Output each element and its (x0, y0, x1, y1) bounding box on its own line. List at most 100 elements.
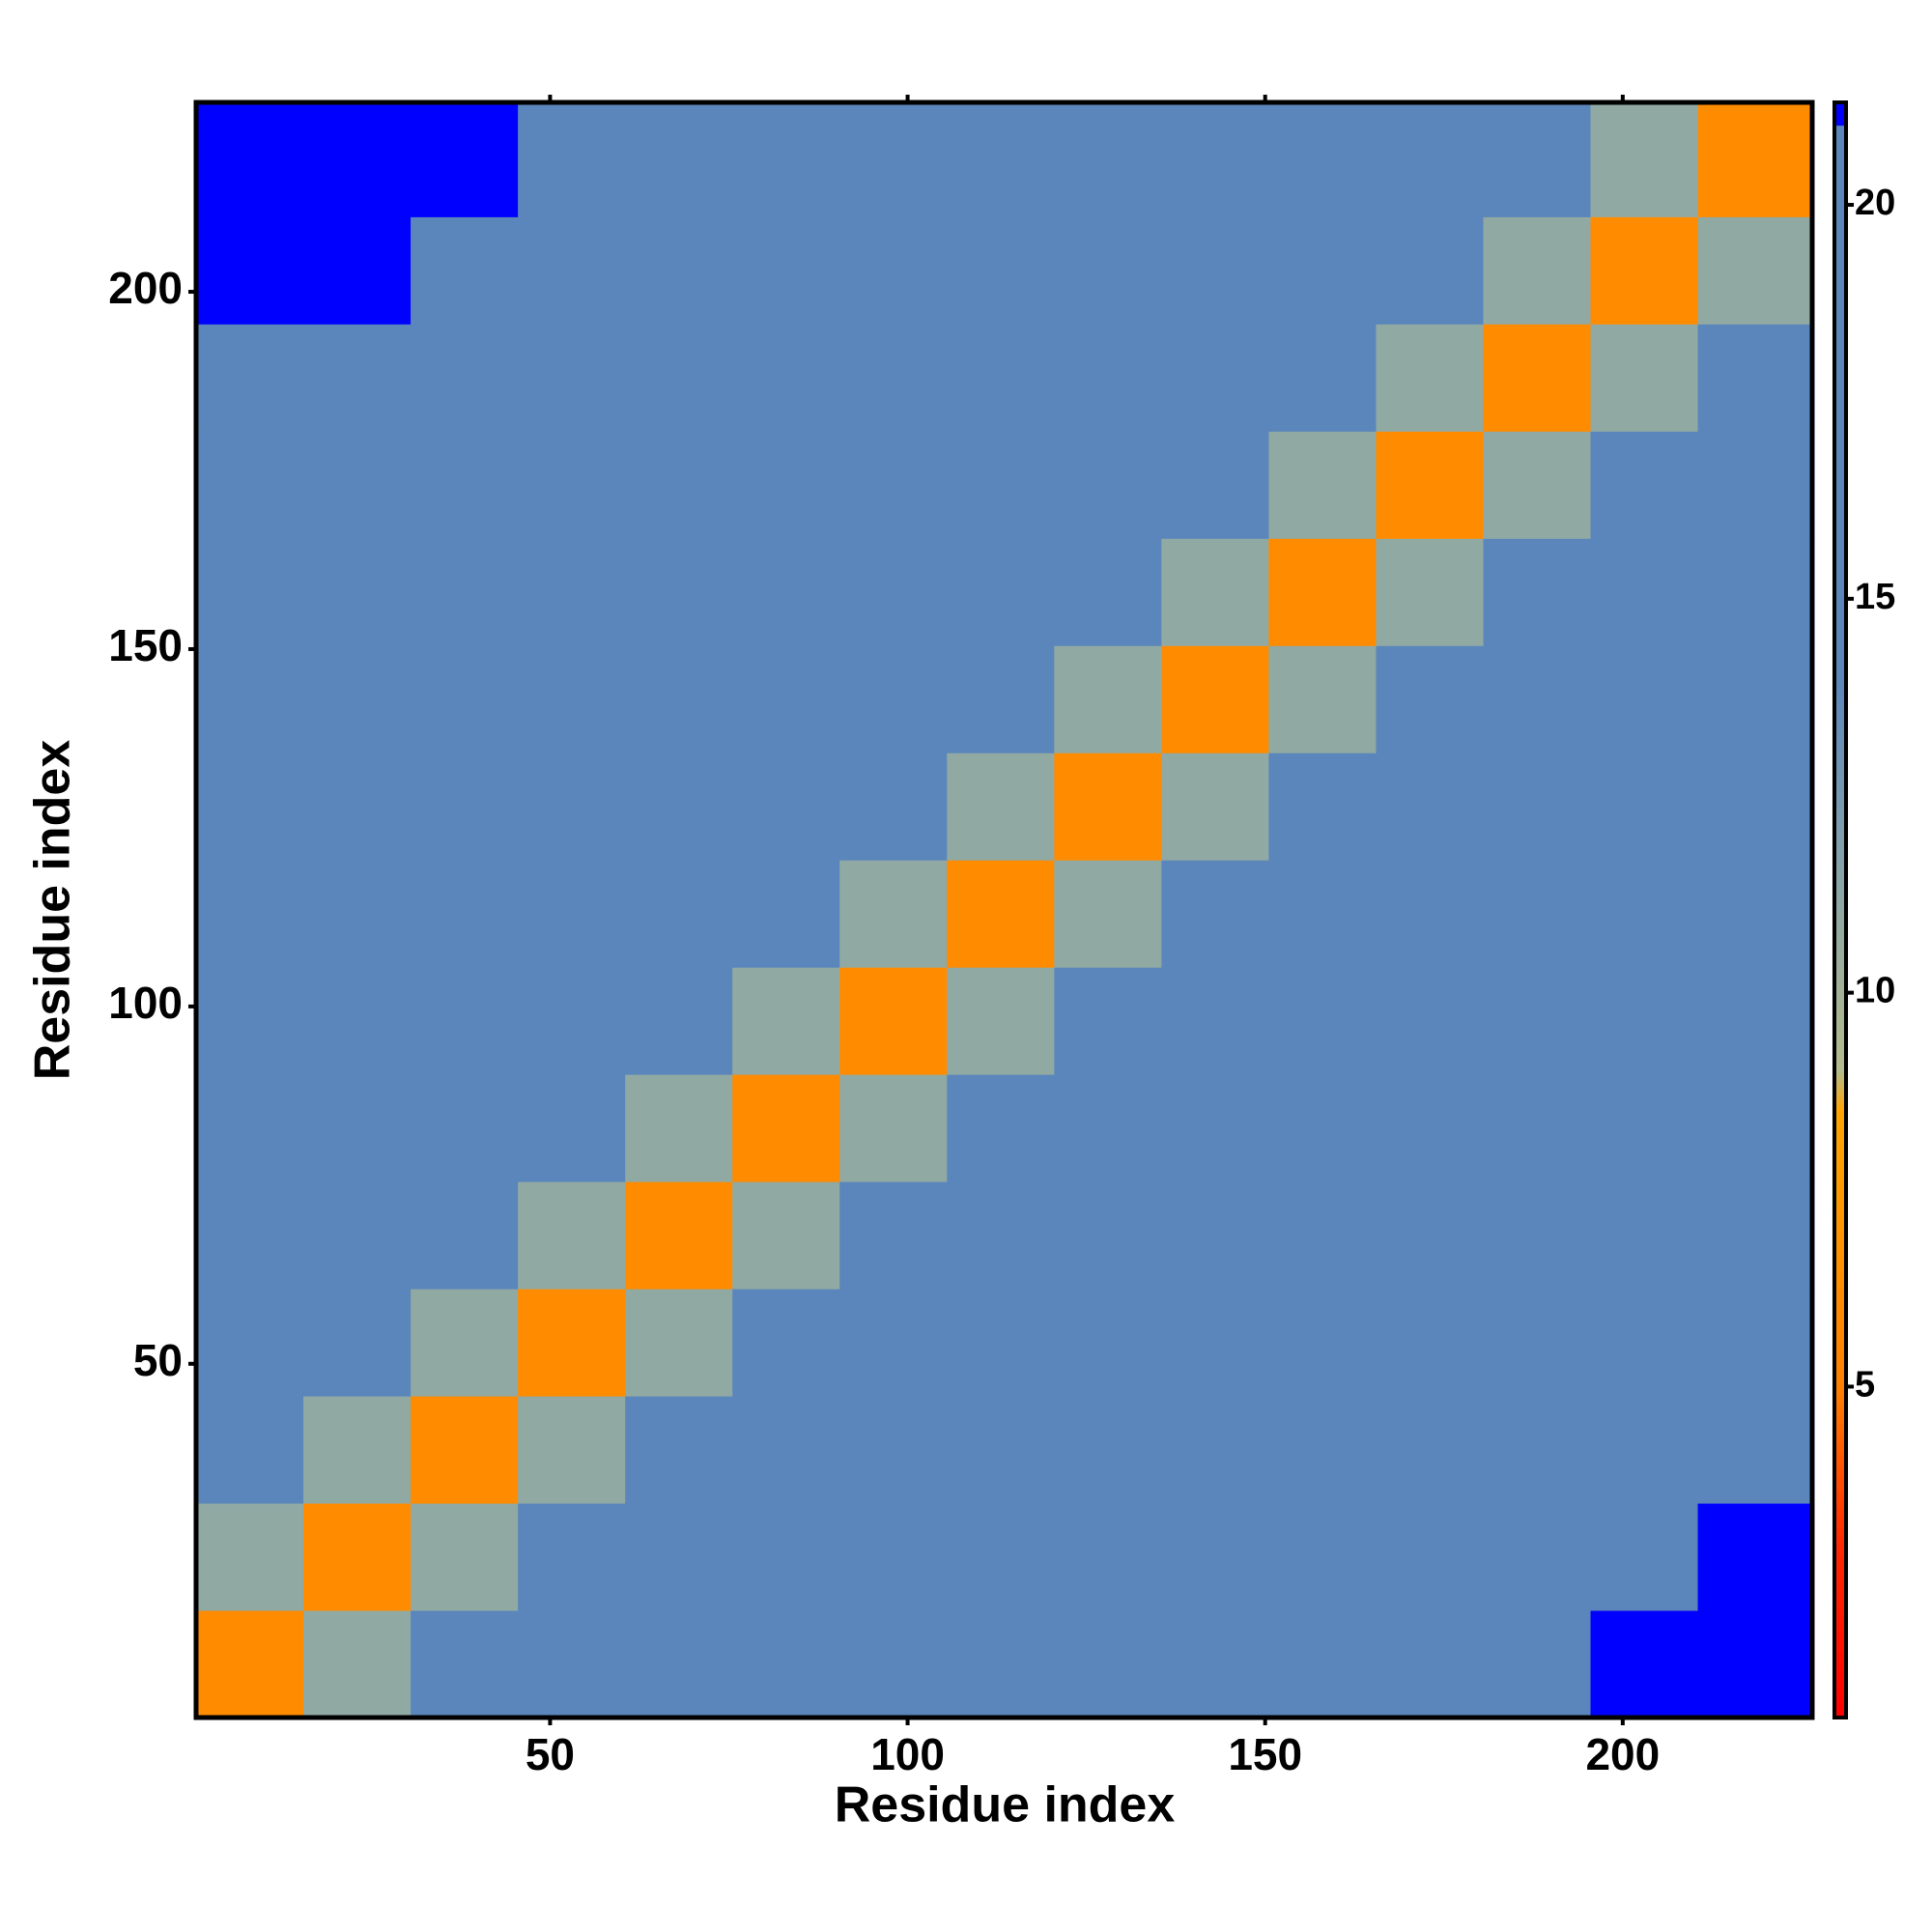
heatmap-cell (732, 1181, 840, 1290)
heatmap-cell (732, 645, 840, 753)
heatmap-cell (839, 753, 948, 861)
heatmap-cell (1376, 753, 1484, 861)
heatmap-cell (411, 860, 519, 968)
heatmap-cell (732, 967, 840, 1075)
heatmap-cell (947, 1610, 1055, 1719)
heatmap-cell (625, 1289, 733, 1397)
heatmap-cell (303, 645, 412, 753)
heatmap-cell (732, 538, 840, 646)
heatmap-cell (303, 967, 412, 1075)
heatmap-cell (947, 216, 1055, 325)
heatmap-cell (303, 538, 412, 646)
heatmap-cell (1590, 860, 1699, 968)
heatmap-cell (732, 860, 840, 968)
heatmap-cell (732, 1074, 840, 1182)
heatmap-cell (1054, 324, 1162, 432)
heatmap-cell (1590, 216, 1699, 325)
heatmap-cell (1161, 102, 1269, 217)
heatmap-cell (1268, 753, 1377, 861)
heatmap-cell (732, 1610, 840, 1719)
heatmap-cell (732, 216, 840, 325)
heatmap-cell (196, 216, 304, 325)
heatmap-cell (1697, 753, 1813, 861)
heatmap-cell (1268, 1181, 1377, 1290)
heatmap-cell (947, 645, 1055, 753)
heatmap-cell (303, 216, 412, 325)
heatmap-cell (411, 967, 519, 1075)
colorbar-tick-label: 20 (1855, 183, 1895, 223)
heatmap-cell (947, 431, 1055, 539)
x-axis-label: Residue index (835, 1777, 1176, 1833)
heatmap-cell (1590, 324, 1699, 432)
heatmap-cell (196, 645, 304, 753)
heatmap-cell (1697, 645, 1813, 753)
heatmap-cell (518, 431, 626, 539)
heatmap-cell (1054, 1396, 1162, 1504)
heatmap-cell (1483, 1396, 1592, 1504)
heatmap-cell (839, 538, 948, 646)
heatmap-cell (1376, 324, 1484, 432)
heatmap-cell (411, 431, 519, 539)
heatmap-cell (947, 102, 1055, 217)
heatmap-cell (947, 1396, 1055, 1504)
heatmap-cell (1268, 860, 1377, 968)
heatmap-cell (1376, 538, 1484, 646)
heatmap-cell (1483, 216, 1592, 325)
heatmap-cell (1161, 1503, 1269, 1611)
heatmap-cell (1483, 1074, 1592, 1182)
heatmap-cell (947, 1074, 1055, 1182)
heatmap-cell (1268, 1610, 1377, 1719)
heatmap-cell (196, 753, 304, 861)
heatmap-cell (303, 324, 412, 432)
heatmap-cell (1697, 1503, 1813, 1611)
heatmap-cell (1268, 538, 1377, 646)
x-tick-label: 50 (526, 1729, 575, 1779)
heatmap-cell (1268, 431, 1377, 539)
heatmap-cell (196, 431, 304, 539)
heatmap-cell (625, 1503, 733, 1611)
heatmap-cell (625, 1074, 733, 1182)
heatmap-cell (1697, 1289, 1813, 1397)
heatmap-cell (1054, 1503, 1162, 1611)
heatmap-cell (411, 1503, 519, 1611)
heatmap-cell (1590, 967, 1699, 1075)
heatmap-cell (839, 860, 948, 968)
heatmap-cell (839, 1289, 948, 1397)
heatmap-cell (732, 324, 840, 432)
heatmap-cell (625, 645, 733, 753)
heatmap-cell (1376, 216, 1484, 325)
heatmap-cell (1268, 216, 1377, 325)
heatmap-cell (303, 1396, 412, 1504)
colorbar-tick-label: 5 (1855, 1364, 1875, 1405)
heatmap-cell (411, 324, 519, 432)
heatmap-cell (732, 431, 840, 539)
heatmap-cell (625, 860, 733, 968)
heatmap-cell (411, 1289, 519, 1397)
heatmap-cell (1268, 324, 1377, 432)
heatmap-cell (625, 324, 733, 432)
heatmap-cell (947, 1181, 1055, 1290)
heatmap-cell (1161, 324, 1269, 432)
heatmap-cell (1483, 1181, 1592, 1290)
heatmap-cell (1376, 1074, 1484, 1182)
colorbar (1833, 100, 1848, 1719)
heatmap-cell (1483, 324, 1592, 432)
heatmap-cell (303, 1610, 412, 1719)
heatmap-cell (1054, 645, 1162, 753)
heatmap-cell (1161, 431, 1269, 539)
heatmap-cell (1483, 102, 1592, 217)
heatmap-cell (839, 1396, 948, 1504)
heatmap-cell (196, 860, 304, 968)
x-tick-label: 100 (870, 1729, 945, 1779)
heatmap-cell (518, 1396, 626, 1504)
heatmap-cell (1483, 645, 1592, 753)
heatmap-cell (1268, 102, 1377, 217)
heatmap-cell (303, 1503, 412, 1611)
heatmap-cell (1161, 538, 1269, 646)
heatmap-cell (411, 1181, 519, 1290)
heatmap-cell (1590, 538, 1699, 646)
heatmap-cell (518, 753, 626, 861)
heatmap-cell (1590, 1289, 1699, 1397)
heatmap-cell (1590, 1503, 1699, 1611)
